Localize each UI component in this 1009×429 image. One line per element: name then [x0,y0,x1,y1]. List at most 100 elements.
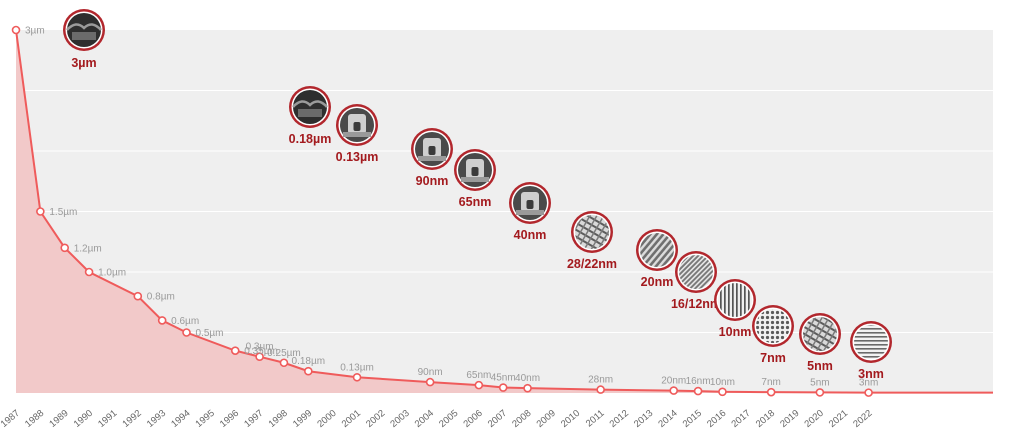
x-tick-label: 2015 [681,408,704,429]
x-tick-label: 2011 [584,408,607,429]
data-label: 0.3µm [246,342,274,353]
x-tick-label: 2012 [608,408,631,429]
node-image-sem-0-18um-icon: 0.18µm [289,86,332,146]
x-tick-label: 2003 [388,408,411,429]
x-tick-label: 2000 [315,408,338,429]
x-tick-label: 1997 [242,408,265,429]
x-tick-label: 2020 [803,408,826,429]
data-label: 40nm [515,373,540,384]
data-point [425,377,435,387]
x-tick-label: 1993 [145,408,168,429]
node-label: 65nm [459,195,492,209]
data-label: 90nm [418,367,443,378]
node-label: 10nm [719,325,752,339]
x-tick-label: 1996 [218,408,241,429]
x-tick-label: 2008 [510,408,533,429]
x-tick-label: 1990 [72,408,95,429]
x-tick-label: 1999 [291,408,314,429]
data-label: 0.13µm [340,362,374,373]
node-image-sem-65nm-icon: 65nm [454,149,496,209]
data-label: 3µm [25,26,45,37]
node-label: 0.13µm [336,150,379,164]
data-label: 0.8µm [147,292,175,303]
data-point [182,328,191,337]
data-point [523,383,532,393]
data-point [304,366,313,376]
x-tick-label: 1989 [47,408,70,429]
node-image-sem-16-12nm-icon: 16/12nm [671,251,721,311]
series-line [15,29,993,394]
data-point [157,316,167,325]
data-label: 0.5µm [196,328,224,339]
data-point [352,372,362,382]
node-image-sem-90nm-icon: 90nm [411,128,453,188]
data-label: 0.18µm [292,356,326,367]
x-tick-label: 2005 [437,408,460,429]
x-tick-label: 1988 [23,408,46,429]
x-tick-label: 2009 [535,408,558,429]
data-point [36,207,45,216]
data-point [474,380,484,390]
data-point [815,388,825,397]
node-label: 3nm [858,367,884,381]
data-label: 0.35µm [244,346,278,357]
data-label: 0.6µm [171,316,199,327]
data-label: 16nm [686,376,711,387]
node-label: 20nm [641,275,674,289]
node-label: 16/12nm [671,297,721,311]
data-point [498,383,508,392]
data-label: 65nm [466,370,491,381]
x-tick-label: 2017 [729,408,752,429]
node-image-sem-5nm-icon: 5nm [799,313,841,373]
x-tick-label: 2010 [559,408,582,429]
node-label: 90nm [416,174,449,188]
node-label: 5nm [807,359,833,373]
x-tick-label: 1994 [169,408,192,429]
x-tick-label: 2019 [778,408,801,429]
data-label: 5nm [810,377,829,388]
x-tick-label: 2006 [462,408,485,429]
node-image-sem-10nm-icon: 10nm [714,279,756,339]
x-tick-label: 1995 [194,408,217,429]
data-point [133,291,143,301]
node-image-sem-40nm-icon: 40nm [509,182,551,242]
data-point [84,267,94,277]
data-label: 28nm [588,375,613,386]
data-point [255,352,264,362]
data-label: 1.2µm [74,243,102,254]
data-point [596,385,605,394]
x-tick-label: 2021 [827,408,850,429]
node-image-sem-0-13um-icon: 0.13µm [336,104,379,164]
node-image-sem-3nm-icon: 3nm [850,321,892,381]
data-point [230,346,240,355]
x-tick-label: 2018 [754,408,777,429]
node-label: 0.18µm [289,132,332,146]
data-point [11,25,21,35]
x-tick-label: 2014 [656,408,679,429]
x-tick-label: 1998 [267,408,290,429]
x-tick-label: 2007 [486,408,509,429]
data-point [864,388,873,397]
data-point [718,387,727,397]
x-tick-label: 1991 [96,408,119,429]
node-label: 3µm [71,56,96,70]
data-label: 3nm [859,378,878,389]
data-point [60,243,70,253]
data-label: 10nm [710,377,735,388]
x-tick-label: 2001 [340,408,363,429]
node-label: 28/22nm [567,257,617,271]
x-tick-label: 2002 [364,408,387,429]
data-label: 45nm [491,373,516,384]
data-point [279,358,289,368]
node-image-sem-20nm-icon: 20nm [636,229,678,289]
x-tick-label: 1992 [120,408,143,429]
area-fill [16,30,993,393]
data-label: 1.0µm [98,268,126,279]
data-label: 20nm [661,376,686,387]
data-point [693,386,703,396]
data-point [669,386,679,395]
node-image-sem-7nm-icon: 7nm [752,305,794,365]
x-tick-label: 2016 [705,408,728,429]
data-point [766,387,776,397]
